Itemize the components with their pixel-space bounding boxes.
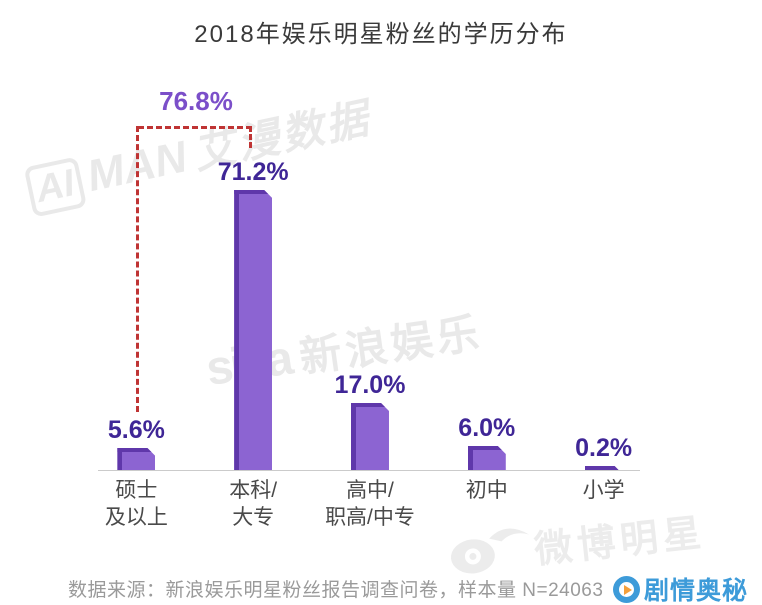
watermark-weibo: 微博明星 (436, 498, 709, 587)
juqing-aomi-logo: 剧情奥秘 (610, 571, 749, 605)
bracket-line-right (249, 126, 252, 148)
value-label: 71.2% (217, 158, 289, 186)
value-label: 6.0% (458, 414, 516, 442)
category-label: 本科/ 大专 (229, 479, 278, 529)
combined-value-label: 76.8% (159, 86, 233, 116)
bar-column: 17.0% (312, 371, 429, 470)
play-triangle-icon (624, 584, 632, 595)
play-circle-icon (613, 575, 640, 603)
bar-column: 0.2% (545, 434, 662, 470)
chart-title: 2018年娱乐明星粉丝的学历分布 (194, 21, 568, 48)
bar-column: 71.2% (195, 158, 312, 470)
category-label: 小学 (582, 479, 625, 502)
value-label: 0.2% (575, 434, 633, 462)
bar-column: 6.0% (428, 414, 545, 470)
plot-area: 5.6% 71.2% 17.0% 6.0% 0.2% (78, 85, 662, 470)
bar (351, 403, 389, 470)
x-axis-line (98, 470, 640, 471)
bracket-line-left (136, 126, 139, 412)
category-label: 初中 (465, 479, 508, 502)
value-label: 5.6% (107, 416, 165, 444)
bar-column: 5.6% (78, 416, 195, 470)
bar (585, 466, 623, 470)
category-axis: 硕士 及以上 本科/ 大专 高中/ 职高/中专 初中 小学 (78, 477, 662, 531)
bar (117, 448, 155, 470)
weibo-eye-icon (436, 516, 538, 587)
value-label: 17.0% (334, 371, 406, 399)
juqing-logo-text: 剧情奥秘 (644, 577, 749, 605)
source-note: 数据来源：新浪娱乐明星粉丝报告调查问卷，样本量 N=24063 (68, 580, 604, 601)
bar (234, 190, 272, 470)
category-label: 硕士 及以上 (104, 479, 168, 529)
bracket-line-top (138, 126, 252, 129)
bar (468, 446, 506, 470)
category-label: 高中/ 职高/中专 (325, 479, 415, 529)
